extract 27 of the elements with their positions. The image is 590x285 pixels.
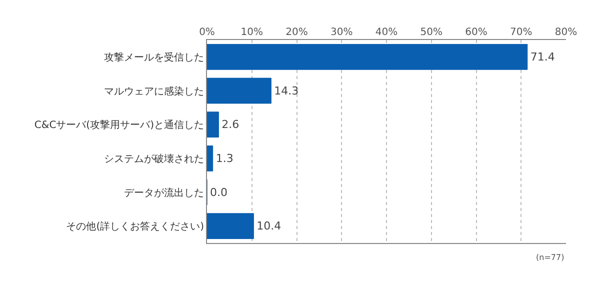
x-tick-label: 50% xyxy=(420,27,442,38)
x-tick-label: 60% xyxy=(465,27,488,38)
x-tick-label: 10% xyxy=(240,27,263,38)
y-tick-label: C&Cサーバ(攻撃用サーバ)と通信した xyxy=(34,119,204,132)
bar xyxy=(207,112,219,138)
x-tick-label: 0% xyxy=(199,27,215,38)
x-tick-label: 20% xyxy=(286,27,308,38)
data-label: 1.3 xyxy=(216,152,234,165)
bar xyxy=(207,44,528,70)
bar xyxy=(207,78,272,104)
data-label: 2.6 xyxy=(222,118,240,132)
x-tick-label: 40% xyxy=(375,27,398,38)
text: (n=77) xyxy=(536,253,564,262)
data-label: 71.4 xyxy=(530,50,555,64)
x-tick-label: 70% xyxy=(510,27,532,38)
y-tick-label: マルウェアに感染した xyxy=(104,85,204,98)
y-tick-label: その他(詳しくお答えください) xyxy=(66,220,204,233)
data-label: 10.4 xyxy=(256,220,282,233)
x-tick-label: 80% xyxy=(554,27,578,38)
x-tick-label: 30% xyxy=(330,27,353,38)
y-tick-label: システムが破壊された xyxy=(104,152,204,165)
data-label: 14.3 xyxy=(274,84,299,98)
y-tick-label: 攻撃メールを受信した xyxy=(104,51,204,64)
bar xyxy=(207,145,214,172)
data-label: 0.0 xyxy=(210,186,228,199)
y-tick-label: データが流出した xyxy=(124,186,204,199)
bar xyxy=(207,213,254,240)
